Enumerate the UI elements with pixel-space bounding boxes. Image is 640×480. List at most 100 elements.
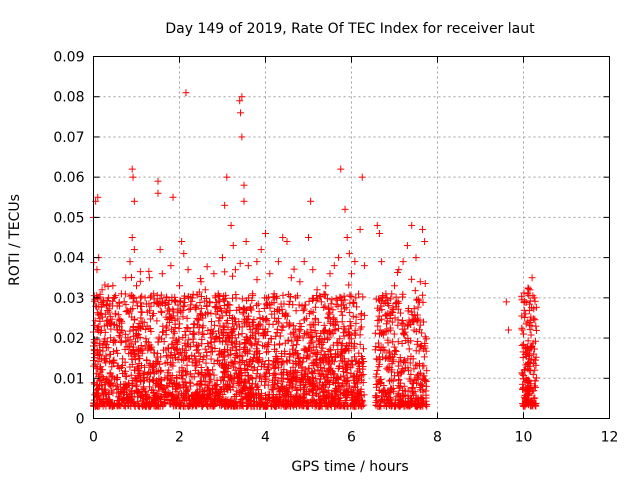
data-point-cloud	[419, 374, 427, 382]
data-point-cloud	[348, 356, 356, 364]
data-point-cloud	[128, 291, 136, 299]
data-point-cloud	[525, 359, 533, 367]
data-point-cloud	[144, 400, 152, 408]
data-point-cloud	[150, 377, 158, 385]
data-point	[356, 225, 364, 233]
data-point-cloud	[394, 372, 402, 380]
data-point	[382, 290, 390, 298]
data-point-cloud	[404, 322, 412, 330]
data-point	[412, 254, 420, 262]
data-point-cloud	[278, 359, 286, 367]
data-point	[317, 298, 325, 306]
data-point-cloud	[293, 292, 301, 300]
data-point-cloud	[522, 320, 530, 328]
data-point-cloud	[415, 370, 423, 378]
data-point	[274, 258, 282, 266]
data-point	[145, 274, 153, 282]
data-point-cloud	[264, 348, 272, 356]
data-point-cloud	[359, 379, 367, 387]
data-point-cloud	[339, 349, 347, 357]
data-point-cloud	[250, 316, 258, 324]
data-point-cloud	[184, 336, 192, 344]
data-point-cloud	[387, 368, 395, 376]
data-point-cloud	[297, 394, 305, 402]
data-point-cloud	[419, 291, 427, 299]
data-point	[158, 270, 166, 278]
data-point-cloud	[412, 328, 420, 336]
data-point-cloud	[221, 365, 229, 373]
data-point-cloud	[275, 319, 283, 327]
data-point-cloud	[115, 332, 123, 340]
data-point-cloud	[414, 295, 422, 303]
data-point-cloud	[164, 300, 172, 308]
data-point-cloud	[174, 315, 182, 323]
chart-title: Day 149 of 2019, Rate Of TEC Index for r…	[165, 21, 535, 37]
data-point-cloud	[113, 362, 121, 370]
data-point-cloud	[189, 401, 197, 409]
data-point-cloud	[261, 342, 269, 350]
data-point-cloud	[297, 323, 305, 331]
data-point-cloud	[215, 334, 223, 342]
data-point-cloud	[412, 296, 420, 304]
data-point-cloud	[184, 385, 192, 393]
data-point-cloud	[294, 386, 302, 394]
data-point-cloud	[300, 370, 308, 378]
data-point	[266, 270, 274, 278]
data-point-cloud	[407, 377, 415, 385]
data-point-cloud	[115, 299, 123, 307]
data-point-cloud	[246, 397, 254, 405]
data-point-cloud	[311, 328, 319, 336]
data-point-cloud	[404, 355, 412, 363]
data-point-cloud	[413, 379, 421, 387]
data-point-cloud	[292, 360, 300, 368]
data-point-cloud	[302, 388, 310, 396]
data-point-cloud	[308, 369, 316, 377]
data-point-cloud	[217, 402, 225, 410]
data-point-cloud	[245, 379, 253, 387]
data-point-cloud	[110, 348, 118, 356]
data-point-cloud	[259, 326, 267, 334]
data-point-cloud	[329, 341, 337, 349]
data-point	[109, 282, 117, 290]
data-point-cloud	[182, 331, 190, 339]
data-point-cloud	[182, 354, 190, 362]
data-point-cloud	[247, 391, 255, 399]
data-point-cloud	[319, 339, 327, 347]
data-point-cloud	[325, 310, 333, 318]
data-point-cloud	[174, 338, 182, 346]
data-point-cloud	[190, 324, 198, 332]
data-point-cloud	[181, 339, 189, 347]
data-point-cloud	[402, 337, 410, 345]
x-tick-label: 10	[515, 430, 533, 446]
data-point	[93, 266, 101, 274]
data-point-cloud	[209, 366, 217, 374]
data-point-cloud	[165, 345, 173, 353]
data-point-cloud	[250, 364, 258, 372]
data-point-cloud	[203, 263, 211, 271]
data-point-cloud	[233, 387, 241, 395]
data-point-cloud	[408, 395, 416, 403]
data-point	[130, 197, 138, 205]
data-point	[378, 258, 386, 266]
data-point-cloud	[293, 350, 301, 358]
data-point-cloud	[202, 310, 210, 318]
data-point-cloud	[193, 341, 201, 349]
x-tick-label: 12	[601, 430, 619, 446]
data-point-cloud	[121, 367, 129, 375]
data-point-cloud	[394, 362, 402, 370]
data-point-cloud	[290, 330, 298, 338]
data-point	[335, 254, 343, 262]
data-point-cloud	[404, 366, 412, 374]
data-point-cloud	[421, 342, 429, 350]
data-point-cloud	[225, 382, 233, 390]
data-point-cloud	[531, 366, 539, 374]
data-point-cloud	[414, 303, 422, 311]
data-point-cloud	[332, 301, 340, 309]
data-point-cloud	[188, 358, 196, 366]
data-point-cloud	[518, 312, 526, 320]
data-point-cloud	[131, 402, 139, 410]
data-point	[504, 326, 512, 334]
data-point-cloud	[525, 388, 533, 396]
data-point-cloud	[90, 396, 98, 404]
